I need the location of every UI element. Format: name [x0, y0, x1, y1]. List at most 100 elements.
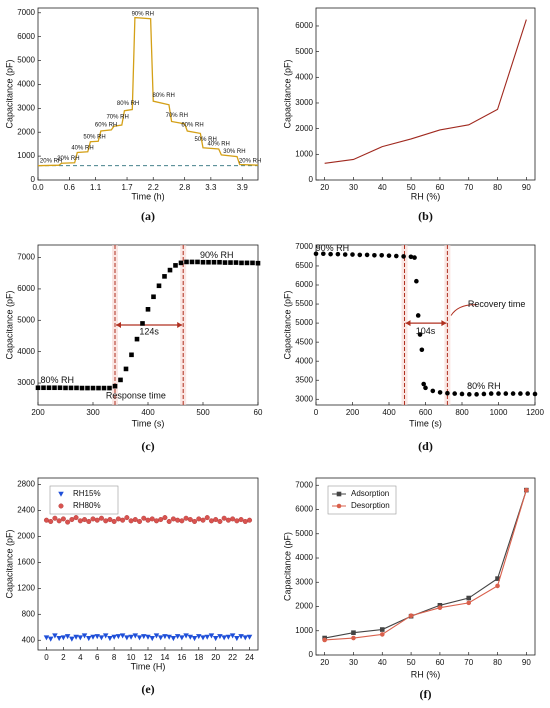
data-point	[200, 635, 206, 641]
x-tick-label: 3.9	[237, 183, 249, 192]
legend-label: Adsorption	[351, 489, 389, 498]
legend-label: RH80%	[73, 501, 101, 510]
data-point	[196, 634, 202, 640]
data-point	[208, 633, 215, 639]
data-point	[96, 385, 101, 391]
y-axis-label: Capacitance (pF)	[282, 290, 292, 359]
x-tick-label: 30	[349, 658, 358, 667]
y-tick-label: 2000	[17, 532, 35, 541]
data-point	[90, 385, 96, 391]
data-point	[145, 517, 151, 523]
plot-frame	[315, 477, 536, 656]
y-tick-label: 1200	[17, 583, 35, 592]
data-point	[111, 518, 117, 524]
data-point	[364, 252, 370, 258]
data-point	[90, 634, 96, 640]
data-point	[94, 517, 100, 523]
annotation: 80% RH	[117, 101, 139, 107]
data-point	[246, 634, 253, 640]
x-tick-label: 200	[31, 408, 45, 417]
data-point	[379, 627, 385, 632]
legend-marker	[336, 491, 342, 497]
data-point	[112, 383, 118, 389]
pointer-arrow	[450, 304, 477, 316]
annotation: 60% RH	[181, 123, 203, 129]
annotation: Response time	[106, 391, 166, 401]
data-line	[324, 19, 527, 164]
data-point	[204, 515, 210, 521]
data-line	[324, 489, 527, 639]
data-point	[41, 385, 46, 391]
data-point	[408, 254, 414, 260]
x-tick-label: 16	[177, 653, 186, 662]
data-point	[124, 635, 130, 641]
data-point	[124, 515, 130, 521]
data-point	[496, 391, 501, 396]
y-tick-label: 0	[31, 175, 36, 184]
data-point	[90, 516, 96, 522]
x-tick-label: 50	[407, 183, 416, 192]
data-point	[43, 635, 50, 641]
data-point	[85, 385, 90, 391]
data-point	[107, 517, 113, 523]
x-tick-label: 90	[522, 183, 531, 192]
data-point	[419, 347, 425, 353]
x-tick-label: 400	[141, 408, 155, 417]
y-tick-label: 6500	[295, 261, 313, 270]
data-point	[149, 636, 155, 642]
data-point	[141, 634, 147, 640]
data-point	[81, 633, 88, 639]
y-tick-label: 5000	[17, 315, 35, 324]
y-tick-label: 0	[309, 175, 314, 184]
data-point	[191, 636, 198, 642]
data-point	[35, 385, 41, 391]
data-point	[145, 634, 151, 640]
legend-label: RH15%	[73, 489, 101, 498]
legend-box	[327, 485, 397, 515]
x-axis-label: Time (h)	[131, 191, 164, 201]
data-point	[179, 518, 185, 524]
data-point	[466, 600, 472, 606]
x-axis-label: RH (%)	[411, 191, 441, 201]
y-tick-label: 5000	[295, 318, 313, 327]
data-point	[242, 635, 249, 641]
data-point	[445, 390, 450, 396]
y-tick-label: 3000	[17, 378, 35, 387]
y-tick-label: 6000	[295, 505, 313, 514]
data-point	[488, 391, 494, 396]
data-point	[233, 260, 239, 265]
y-tick-label: 4000	[17, 347, 35, 356]
data-point	[238, 517, 244, 523]
data-point	[187, 517, 193, 523]
x-tick-label: 600	[419, 408, 433, 417]
data-point	[238, 634, 244, 640]
data-point	[47, 636, 54, 642]
data-point	[217, 259, 222, 265]
data-point	[79, 385, 85, 391]
data-point	[73, 634, 79, 640]
x-axis-label: Time (s)	[409, 418, 442, 428]
x-tick-label: 70	[464, 658, 473, 667]
x-tick-label: 3.3	[205, 183, 217, 192]
data-point	[322, 637, 327, 643]
x-tick-label: 800	[455, 408, 469, 417]
data-point	[86, 636, 92, 642]
data-point	[206, 259, 211, 265]
data-point	[69, 636, 75, 642]
y-tick-label: 7000	[17, 253, 35, 262]
panel-label: (d)	[418, 439, 433, 453]
data-point	[170, 516, 176, 522]
annotation: 124s	[139, 327, 159, 337]
x-tick-label: 70	[464, 183, 473, 192]
y-tick-label: 5500	[295, 299, 313, 308]
data-point	[228, 260, 233, 265]
data-point	[234, 518, 240, 524]
data-point	[430, 388, 436, 394]
y-tick-label: 1600	[17, 557, 35, 566]
data-point	[423, 385, 428, 391]
data-line	[37, 16, 259, 167]
data-point	[82, 517, 88, 523]
legend-label: Desorption	[351, 501, 390, 510]
annotation: 70% RH	[106, 114, 128, 120]
data-point	[174, 634, 181, 640]
